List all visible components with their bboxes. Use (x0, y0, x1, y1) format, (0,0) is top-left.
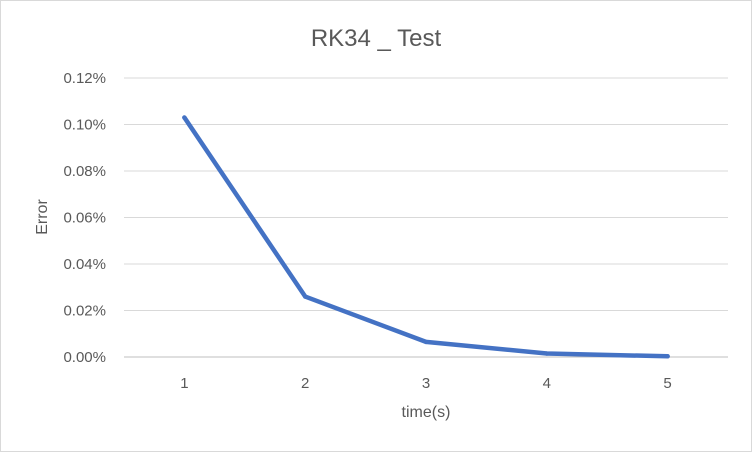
y-tick-label: 0.00% (63, 349, 106, 366)
x-axis-label: time(s) (402, 404, 451, 421)
data-point (665, 354, 670, 359)
chart-title: RK34 _ Test (311, 25, 442, 52)
y-tick-label: 0.06% (63, 210, 106, 227)
data-point (423, 339, 429, 345)
x-tick-label: 2 (301, 375, 309, 392)
y-tick-label: 0.04% (63, 256, 106, 273)
y-tick-label: 0.12% (63, 70, 106, 87)
x-tick-label: 5 (663, 375, 671, 392)
series-line (182, 115, 670, 359)
x-tick-label: 1 (180, 375, 188, 392)
y-tick-labels: 0.00% 0.02% 0.04% 0.06% 0.08% 0.10% 0.12% (63, 70, 106, 366)
y-tick-label: 0.10% (63, 117, 106, 134)
y-axis-label: Error (34, 199, 51, 235)
x-tick-label: 3 (422, 375, 430, 392)
gridlines (124, 77, 728, 358)
y-tick-label: 0.08% (63, 163, 106, 180)
data-point (303, 294, 308, 299)
data-point (544, 351, 549, 356)
data-point (182, 115, 187, 120)
x-tick-labels: 1 2 3 4 5 (180, 375, 672, 392)
x-tick-label: 4 (543, 375, 551, 392)
series-group (182, 115, 670, 359)
y-tick-label: 0.02% (63, 303, 106, 320)
